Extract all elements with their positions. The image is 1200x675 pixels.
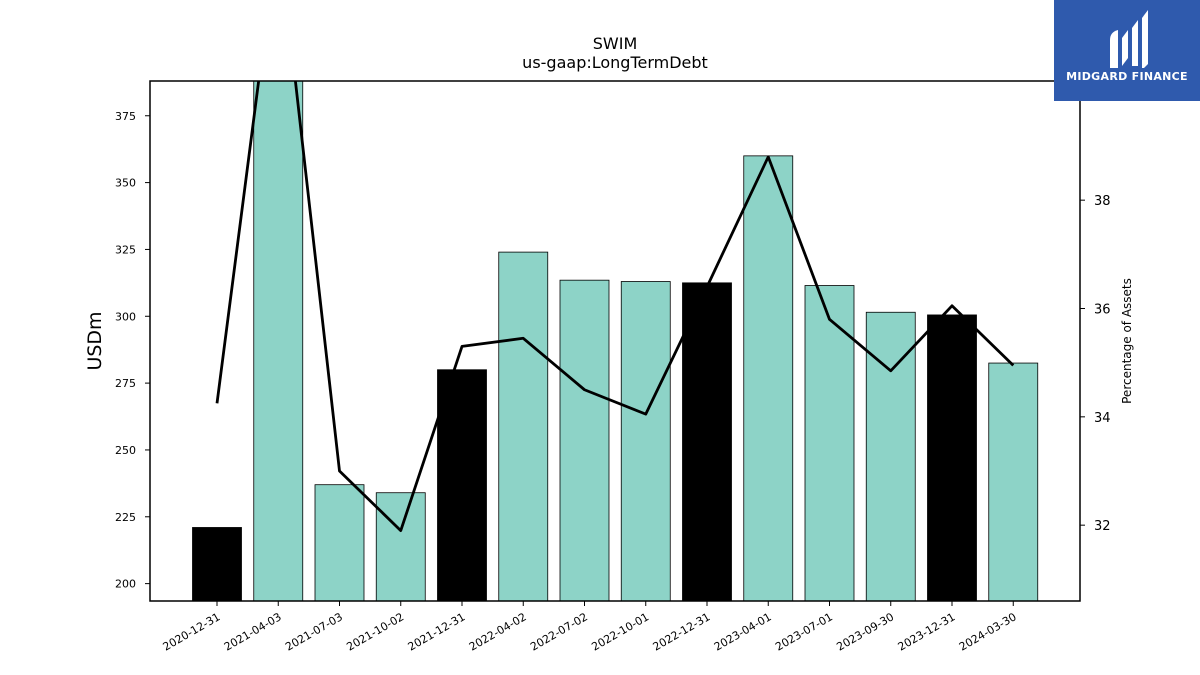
y-tick-label: 375 <box>115 110 136 123</box>
series-line <box>215 81 1015 532</box>
x-tick-label: 2023-04-01 <box>712 610 774 653</box>
logo-text: MIDGARD FINANCE <box>1066 70 1188 83</box>
y-axis-right-label: Percentage of Assets <box>1120 278 1134 404</box>
chart-title: SWIM <box>593 34 638 53</box>
bar-2021-12-31 <box>437 369 487 601</box>
y-tick-label: 275 <box>115 377 136 390</box>
x-tick-label: 2023-09-30 <box>834 610 896 653</box>
x-tick-label: 2023-12-31 <box>896 610 958 653</box>
y-tick-label: 325 <box>115 243 136 256</box>
x-tick-label: 2021-10-02 <box>344 610 406 653</box>
y-right-tick-label: 36 <box>1094 303 1111 318</box>
line-group <box>215 81 1015 532</box>
bar-2024-03-30 <box>988 362 1039 601</box>
bar-2021-07-03 <box>314 484 365 601</box>
y-tick-label: 300 <box>115 310 136 323</box>
x-tick-label: 2021-04-03 <box>222 610 284 653</box>
bar-2023-07-01 <box>804 285 855 601</box>
bar-2021-04-03 <box>253 81 304 601</box>
x-tick-label: 2021-07-03 <box>283 610 345 653</box>
y-tick-label: 350 <box>115 177 136 190</box>
y-tick-label: 200 <box>115 578 136 591</box>
bar-2023-09-30 <box>865 311 916 601</box>
y-axis-label: USDm <box>84 311 106 370</box>
logo: MIDGARD FINANCE <box>1054 0 1200 101</box>
x-tick-label: 2022-10-01 <box>589 610 651 653</box>
x-tick-label: 2024-03-30 <box>957 610 1019 653</box>
y-right-tick-label: 34 <box>1094 411 1111 426</box>
bar-2022-04-02 <box>498 251 549 601</box>
y-right-tick-label: 32 <box>1094 519 1111 534</box>
x-tick-label: 2020-12-31 <box>161 610 223 653</box>
chart-subtitle: us-gaap:LongTermDebt <box>522 53 708 72</box>
y-right-tick-label: 38 <box>1094 194 1111 209</box>
logo-mark-icon <box>1110 10 1148 68</box>
x-tick-label: 2023-07-01 <box>773 610 835 653</box>
y-tick-label: 250 <box>115 444 136 457</box>
bar-2021-10-02 <box>375 492 426 601</box>
bar-2022-07-02 <box>559 279 610 601</box>
x-axis: 2020-12-31 2021-04-03 2021-07-03 2021-10-02… <box>161 601 1019 654</box>
y-axis-right: 32 34 36 38 <box>1080 194 1111 534</box>
bar-2022-12-31 <box>682 282 732 601</box>
y-axis-left: 200 225 250 275 300 325 350 375 <box>115 110 150 591</box>
bar-2020-12-31 <box>192 527 242 601</box>
x-tick-label: 2022-12-31 <box>651 610 713 653</box>
x-tick-label: 2022-04-02 <box>467 610 529 653</box>
x-tick-label: 2021-12-31 <box>406 610 468 653</box>
plot-frame <box>149 80 1081 602</box>
x-tick-label: 2022-07-02 <box>528 610 590 653</box>
bar-2023-12-31 <box>927 314 977 601</box>
bars-group <box>192 81 1039 601</box>
bar-2022-10-01 <box>620 281 671 601</box>
y-tick-label: 225 <box>115 511 136 524</box>
bar-2023-04-01 <box>743 155 794 601</box>
